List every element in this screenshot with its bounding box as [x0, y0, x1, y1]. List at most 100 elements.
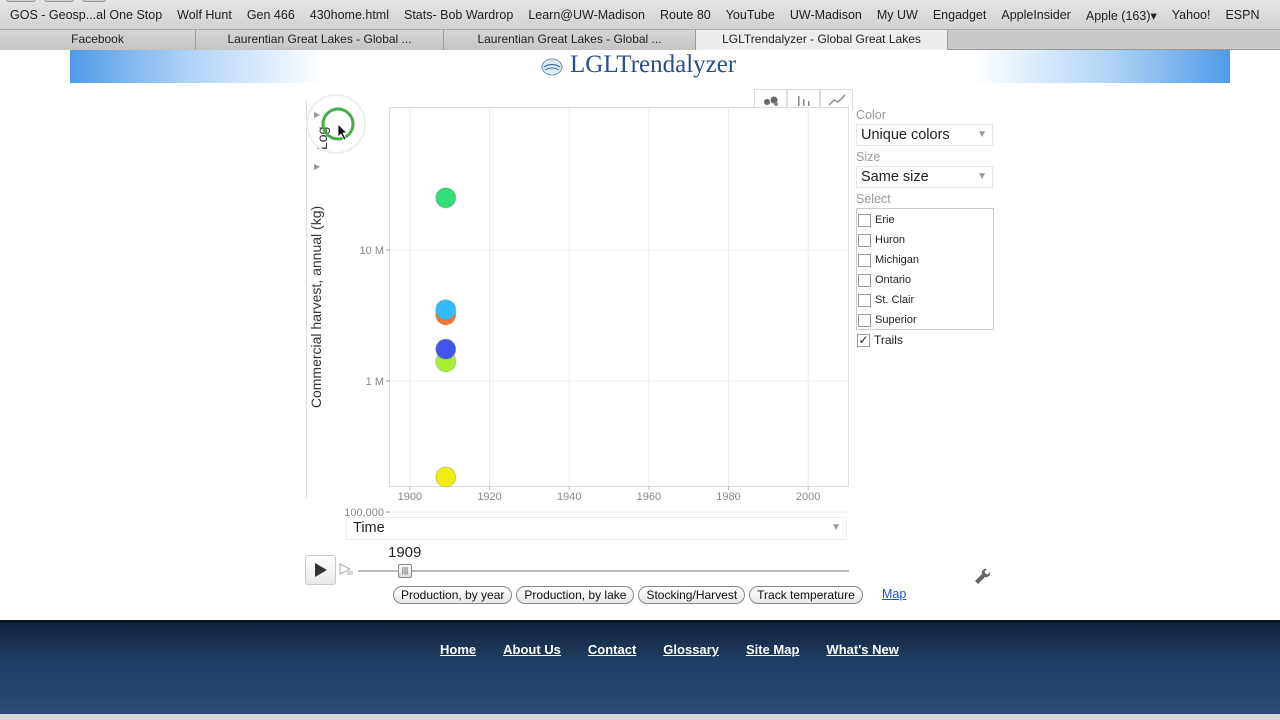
wrench-icon[interactable] [972, 566, 990, 584]
checkbox[interactable] [858, 273, 871, 287]
expand-arrow-icon[interactable]: ▶ [314, 110, 321, 119]
select-label: Select [856, 192, 891, 206]
bookmark-item[interactable]: YouTube [725, 8, 775, 22]
bookmarks-bar: GOS - Geosp...al One Stop Wolf Hunt Gen 46… [0, 0, 1280, 30]
current-year: 1909 [388, 544, 422, 561]
x-tick-label: 2000 [796, 491, 820, 503]
y-tick-label: 1 M [366, 376, 384, 388]
dropdown-arrow-icon: ▼ [977, 129, 987, 140]
footer-link-site-map[interactable]: Site Map [745, 642, 800, 657]
size-dropdown-value: Same size [861, 169, 929, 185]
bookmark-item[interactable]: Route 80 [659, 8, 711, 22]
bookmark-item[interactable]: Engadget [932, 8, 987, 22]
bookmark-item[interactable]: AppleInsider [1001, 8, 1071, 22]
color-dropdown-value: Unique colors [861, 127, 950, 143]
footer-link-glossary[interactable]: Glossary [663, 642, 719, 657]
checkbox[interactable] [858, 313, 871, 327]
trails-option[interactable]: ✓ Trails [856, 333, 996, 347]
y-tick-label: 100,000 [344, 507, 384, 519]
x-axis-dropdown[interactable]: Time ▼ [346, 517, 847, 540]
color-dropdown[interactable]: Unique colors ▼ [856, 124, 993, 146]
dropdown-arrow-icon: ▼ [831, 522, 841, 533]
map-link[interactable]: Map [882, 587, 907, 601]
data-point[interactable] [435, 338, 457, 360]
size-dropdown[interactable]: Same size ▼ [856, 166, 993, 188]
bookmark-list: GOS - Geosp...al One Stop Wolf Hunt Gen 46… [0, 8, 1267, 24]
data-point[interactable] [435, 299, 457, 321]
lake-select-list: Erie Huron Michigan Ontario St. Clair Su… [856, 208, 994, 330]
line-chart-icon[interactable] [820, 89, 853, 110]
data-point[interactable] [435, 466, 457, 488]
checkbox[interactable] [858, 213, 871, 227]
x-axis-label: Time [353, 520, 385, 536]
x-tick-label: 1980 [716, 491, 740, 503]
lake-item-erie[interactable]: Erie [857, 210, 993, 230]
bookmark-item[interactable]: Stats- Bob Wardrop [404, 8, 514, 22]
production-by-lake-button[interactable]: Production, by lake [516, 586, 635, 604]
checkbox[interactable] [858, 253, 871, 267]
lake-item-st-clair[interactable]: St. Clair [857, 290, 993, 310]
checkbox[interactable] [858, 293, 871, 307]
footer-link-home[interactable]: Home [440, 642, 477, 657]
footer-link-contact[interactable]: Contact [587, 642, 637, 657]
footer-link-whats-new[interactable]: What's New [826, 642, 899, 657]
lake-label: Erie [875, 214, 895, 226]
checkbox[interactable] [858, 233, 871, 247]
trails-checkbox[interactable]: ✓ [857, 333, 870, 347]
footer-link-about[interactable]: About Us [503, 642, 561, 657]
size-label: Size [856, 150, 881, 164]
site-title: LGLTrendalyzer [570, 51, 737, 78]
site-footer: Home About Us Contact Glossary Site Map … [0, 620, 1280, 720]
tab-bar: Facebook Laurentian Great Lakes - Global… [0, 30, 1280, 50]
x-tick-label: 1960 [637, 491, 661, 503]
bookmark-item[interactable]: UW-Madison [789, 8, 862, 22]
bookmark-item[interactable]: Apple (163)▾ [1085, 9, 1157, 23]
tab-laurentian-1[interactable]: Laurentian Great Lakes - Global ... [196, 30, 444, 50]
time-slider-handle[interactable]: ||| [398, 564, 412, 578]
lake-item-huron[interactable]: Huron [857, 230, 993, 250]
x-tick-label: 1900 [398, 491, 422, 503]
tab-facebook[interactable]: Facebook [0, 30, 196, 50]
bookmark-item[interactable]: My UW [876, 8, 918, 22]
tab-laurentian-2[interactable]: Laurentian Great Lakes - Global ... [444, 30, 696, 50]
lake-item-superior[interactable]: Superior [857, 310, 993, 330]
y-axis-control-strip [306, 100, 330, 498]
lake-item-michigan[interactable]: Michigan [857, 250, 993, 270]
expand-arrow-icon[interactable]: ▶ [314, 162, 321, 171]
color-label: Color [856, 108, 886, 122]
bookmark-item[interactable]: Learn@UW-Madison [528, 8, 645, 22]
lake-label: Huron [875, 234, 905, 246]
bookmark-item[interactable]: Gen 466 [246, 8, 295, 22]
bubble-chart-icon[interactable] [754, 89, 787, 110]
bookmark-item[interactable]: Yahoo! [1171, 8, 1211, 22]
track-temperature-button[interactable]: Track temperature [749, 586, 863, 604]
click-highlight [306, 94, 366, 154]
bookmark-item[interactable]: Wolf Hunt [177, 8, 232, 22]
bookmark-item[interactable]: ESPN [1225, 8, 1260, 22]
time-slider-track[interactable] [358, 570, 849, 572]
bookmark-item[interactable]: GOS - Geosp...al One Stop [10, 8, 163, 22]
x-tick-label: 1920 [477, 491, 501, 503]
trails-label: Trails [874, 333, 903, 347]
side-panel: Color Unique colors ▼ Size Same size ▼ S… [856, 108, 996, 347]
lake-label: Superior [875, 314, 917, 326]
data-point[interactable] [435, 187, 457, 209]
stocking-harvest-button[interactable]: Stocking/Harvest [638, 586, 746, 604]
footer-nav: Home About Us Contact Glossary Site Map … [440, 642, 926, 657]
bookmark-item[interactable]: 430home.html [309, 8, 389, 22]
play-button[interactable] [305, 555, 336, 585]
speed-icon[interactable] [338, 561, 354, 577]
bar-chart-icon[interactable] [787, 89, 820, 110]
globe-logo-icon[interactable] [541, 55, 563, 77]
production-by-year-button[interactable]: Production, by year [393, 586, 513, 604]
x-tick-label: 1940 [557, 491, 581, 503]
play-icon [314, 563, 327, 577]
preset-buttons: Production, by year Production, by lake … [393, 586, 863, 604]
y-tick-label: 10 M [360, 245, 384, 257]
plot-area[interactable] [389, 107, 849, 487]
tab-lgltrendalyzer[interactable]: LGLTrendalyzer - Global Great Lakes [696, 30, 948, 50]
lake-item-ontario[interactable]: Ontario [857, 270, 993, 290]
site-header-banner [70, 50, 1230, 83]
lake-label: Ontario [875, 274, 912, 286]
